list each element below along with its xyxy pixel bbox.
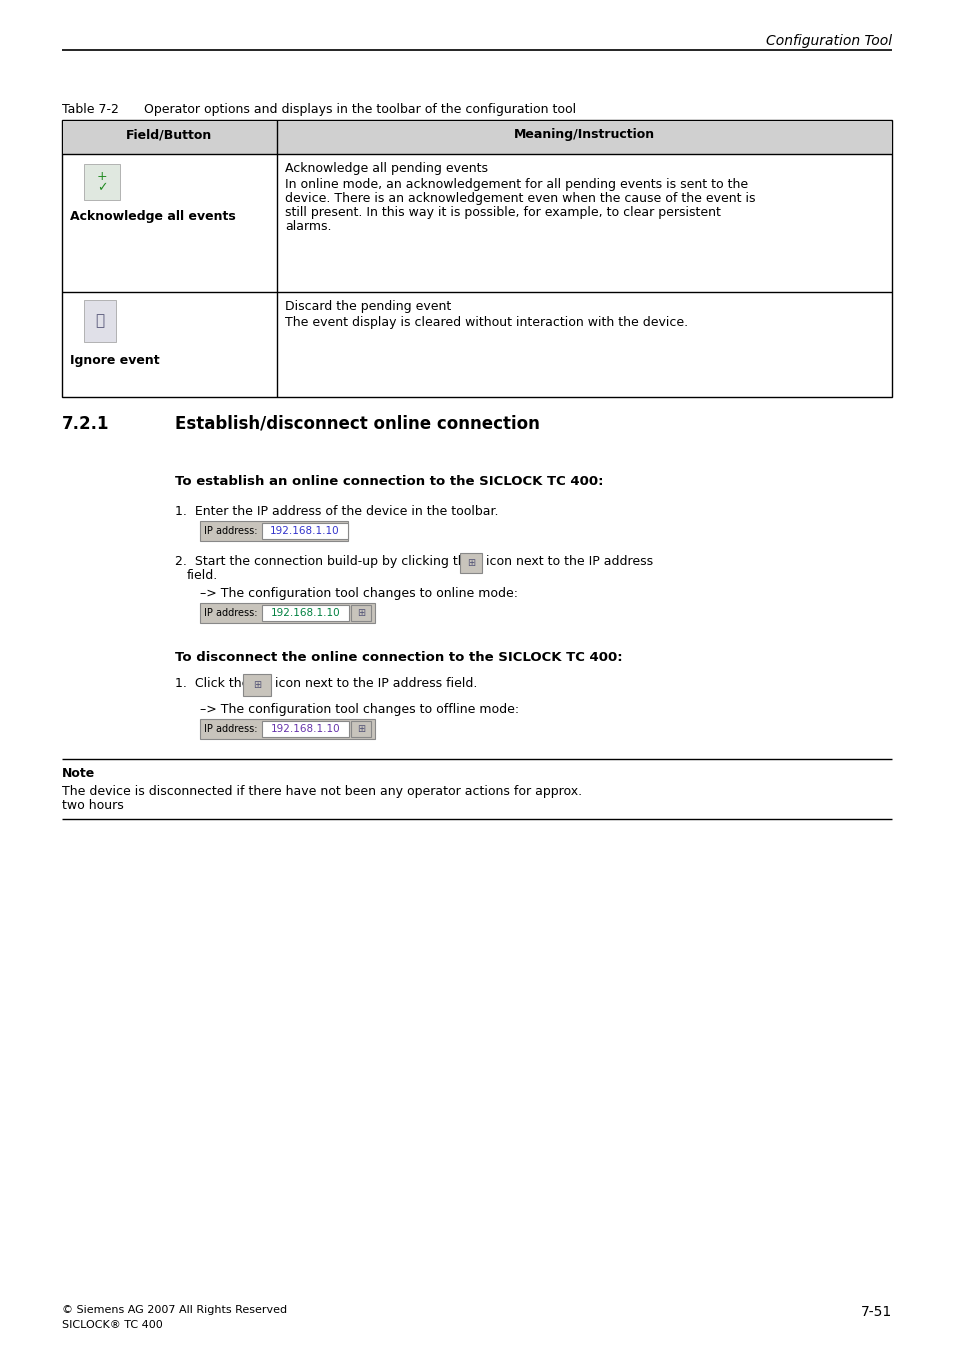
Text: Establish/disconnect online connection: Establish/disconnect online connection (174, 414, 539, 433)
Text: ⊞: ⊞ (466, 558, 475, 568)
Text: 1.  Click the: 1. Click the (174, 676, 249, 690)
Bar (200, 521, 348, 541)
Bar (200, 720, 375, 738)
Bar (84, 163, 120, 200)
Bar (351, 605, 371, 621)
Text: alarms.: alarms. (285, 220, 331, 234)
Text: ⊞: ⊞ (356, 724, 365, 734)
Text: IP address:: IP address: (204, 526, 257, 536)
Text: +
✓: + ✓ (96, 170, 107, 194)
Text: device. There is an acknowledgement even when the cause of the event is: device. There is an acknowledgement even… (285, 192, 755, 205)
Text: To disconnect the online connection to the SICLOCK TC 400:: To disconnect the online connection to t… (174, 651, 622, 664)
Text: icon next to the IP address field.: icon next to the IP address field. (274, 676, 476, 690)
Text: Meaning/Instruction: Meaning/Instruction (514, 128, 655, 140)
Text: 7.2.1: 7.2.1 (62, 414, 110, 433)
Text: Field/Button: Field/Button (126, 128, 213, 140)
Text: –> The configuration tool changes to online mode:: –> The configuration tool changes to onl… (200, 587, 517, 599)
Text: 2.  Start the connection build-up by clicking the: 2. Start the connection build-up by clic… (174, 555, 473, 568)
Bar (63, 122, 890, 154)
Text: IP address:: IP address: (204, 724, 257, 734)
Text: Configuration Tool: Configuration Tool (765, 34, 891, 49)
Text: Note: Note (62, 767, 95, 780)
Bar (84, 300, 116, 342)
Text: 192.168.1.10: 192.168.1.10 (271, 724, 340, 734)
Text: 🗑: 🗑 (95, 313, 105, 328)
Text: © Siemens AG 2007 All Rights Reserved: © Siemens AG 2007 All Rights Reserved (62, 1305, 287, 1315)
Text: Acknowledge all events: Acknowledge all events (70, 211, 235, 223)
Text: To establish an online connection to the SICLOCK TC 400:: To establish an online connection to the… (174, 475, 603, 487)
Text: The device is disconnected if there have not been any operator actions for appro: The device is disconnected if there have… (62, 784, 581, 798)
Text: SICLOCK® TC 400: SICLOCK® TC 400 (62, 1320, 163, 1330)
Bar (262, 721, 349, 737)
Bar (262, 605, 349, 621)
Bar (459, 554, 481, 572)
Text: –> The configuration tool changes to offline mode:: –> The configuration tool changes to off… (200, 703, 518, 716)
Bar (351, 721, 371, 737)
Text: ⊞: ⊞ (356, 608, 365, 618)
Text: Operator options and displays in the toolbar of the configuration tool: Operator options and displays in the too… (144, 103, 576, 116)
Text: Table 7-2: Table 7-2 (62, 103, 119, 116)
Text: 192.168.1.10: 192.168.1.10 (271, 608, 340, 618)
Bar (62, 120, 891, 397)
Text: IP address:: IP address: (204, 608, 257, 618)
Text: Discard the pending event: Discard the pending event (285, 300, 451, 313)
Text: In online mode, an acknowledgement for all pending events is sent to the: In online mode, an acknowledgement for a… (285, 178, 747, 190)
Text: field.: field. (187, 568, 218, 582)
Bar (262, 522, 348, 539)
Text: still present. In this way it is possible, for example, to clear persistent: still present. In this way it is possibl… (285, 207, 720, 219)
Text: two hours: two hours (62, 799, 124, 811)
Text: icon next to the IP address: icon next to the IP address (485, 555, 653, 568)
Text: 7-51: 7-51 (860, 1305, 891, 1319)
Bar (200, 603, 375, 622)
Text: Ignore event: Ignore event (70, 354, 159, 367)
Text: 1.  Enter the IP address of the device in the toolbar.: 1. Enter the IP address of the device in… (174, 505, 498, 518)
Bar (243, 674, 271, 697)
Text: Acknowledge all pending events: Acknowledge all pending events (285, 162, 488, 176)
Text: ⊞: ⊞ (253, 680, 261, 690)
Text: The event display is cleared without interaction with the device.: The event display is cleared without int… (285, 316, 687, 329)
Text: 192.168.1.10: 192.168.1.10 (270, 526, 339, 536)
